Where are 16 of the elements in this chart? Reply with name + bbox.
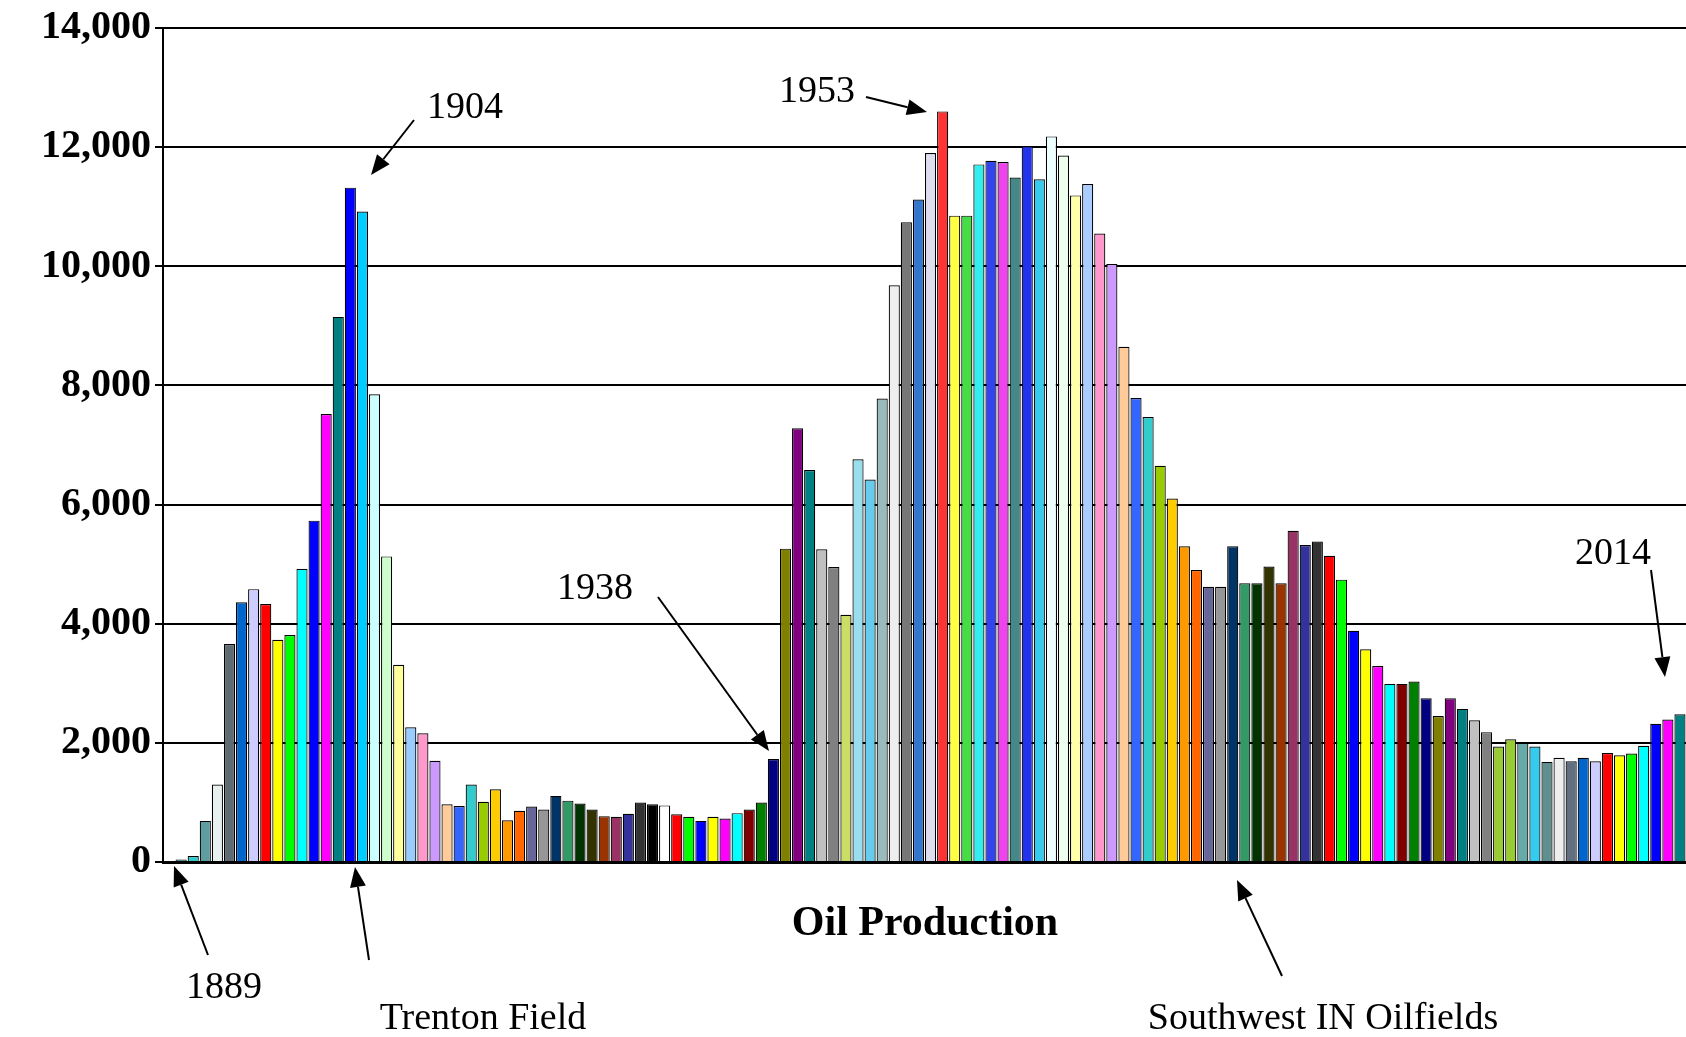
y-tick-label: 8,000	[61, 359, 151, 405]
text: Southwest IN Oilfields	[1147, 995, 1499, 1037]
y-tick-label: 0	[131, 836, 151, 882]
text: Trenton Field	[379, 995, 587, 1037]
text: 1889	[186, 964, 262, 1006]
y-tick-label: 6,000	[61, 478, 151, 524]
annotation: 1938	[557, 565, 633, 607]
y-tick-label: 14,000	[41, 2, 151, 48]
y-tick-label: 12,000	[41, 121, 151, 167]
y-tick-label: 2,000	[61, 717, 151, 763]
annotation: 2014	[1575, 530, 1651, 572]
annotation: 1904	[427, 84, 503, 126]
annotation: 1953	[779, 68, 855, 110]
x-axis-title: Oil Production	[791, 898, 1059, 944]
y-tick-label: 10,000	[41, 240, 151, 286]
y-tick-label: 4,000	[61, 598, 151, 644]
